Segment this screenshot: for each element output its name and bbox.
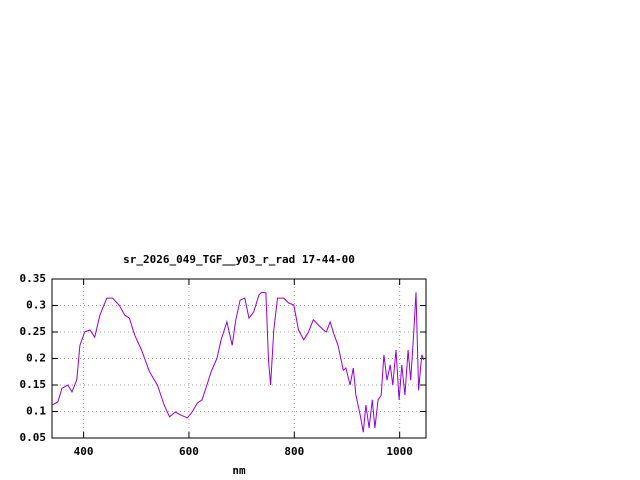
x-tick-label: 1000: [386, 445, 413, 458]
y-tick-label: 0.15: [20, 378, 47, 391]
y-tick-label: 0.25: [20, 325, 47, 338]
x-tick-label: 600: [179, 445, 199, 458]
data-line: [51, 291, 425, 433]
chart-title: sr_2026_049_TGF__y03_r_rad 17-44-00: [123, 253, 355, 266]
y-tick-label: 0.1: [26, 405, 46, 418]
y-tick-label: 0.35: [20, 272, 47, 285]
x-tick-label: 400: [74, 445, 94, 458]
y-tick-label: 0.05: [20, 431, 47, 444]
x-axis-label: nm: [232, 464, 246, 477]
x-tick-label: 800: [284, 445, 304, 458]
y-tick-label: 0.2: [26, 352, 46, 365]
plot-frame: [51, 278, 427, 439]
y-tick-label: 0.3: [26, 299, 46, 312]
